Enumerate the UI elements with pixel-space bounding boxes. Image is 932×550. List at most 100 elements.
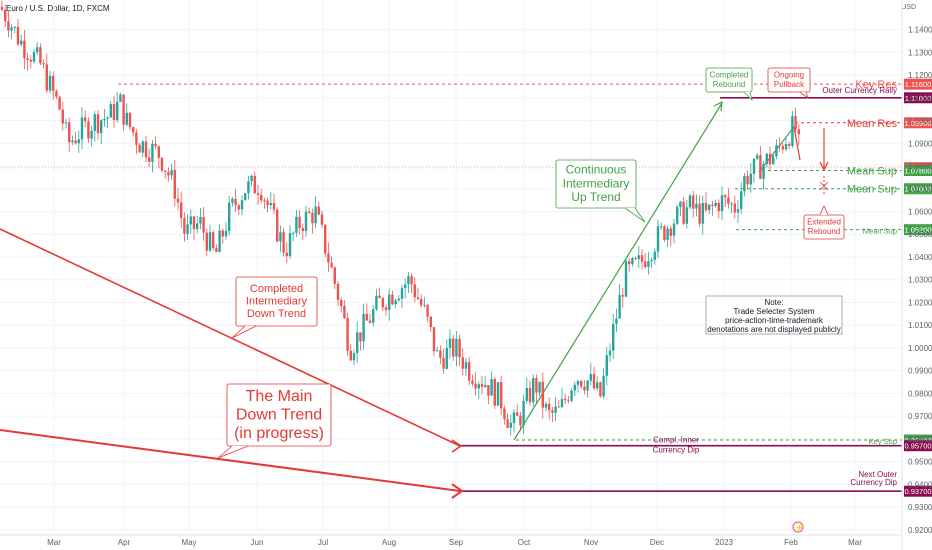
candle-body	[45, 64, 48, 91]
y-tick-label: 1.08000	[908, 162, 932, 171]
candles-layer	[0, 0, 800, 436]
candle-body	[151, 143, 154, 162]
candle-body	[359, 332, 362, 342]
y-tick-label: 1.01000	[908, 321, 932, 330]
main-down-trendline	[0, 429, 461, 492]
y-tick-label: 1.04000	[908, 253, 932, 262]
bolt-glyph-icon: ⚡	[795, 523, 804, 532]
x-tick-label: 2023	[715, 538, 733, 547]
level-label: Mean Sup	[847, 184, 897, 196]
candle-body	[660, 226, 663, 228]
candle-body	[234, 198, 237, 206]
price-tag-label: 0.93700	[904, 487, 931, 496]
candle-body	[288, 233, 292, 257]
candle-body	[618, 295, 621, 319]
price-tag-label: 1.05200	[904, 226, 931, 235]
callout-box	[235, 276, 318, 327]
candle-body	[775, 145, 778, 157]
candle-body	[52, 75, 55, 91]
candle-body	[279, 232, 282, 242]
candle-body	[522, 400, 525, 426]
callout-text: Completed	[710, 71, 749, 80]
candle-body	[80, 117, 84, 140]
candle-body	[519, 415, 522, 426]
candle-body	[196, 223, 199, 230]
price-tag-label: 1.11600	[905, 80, 932, 89]
candle-body	[714, 202, 717, 207]
callout-text: Pullback	[774, 80, 805, 89]
level-label: Mean Sup	[863, 227, 897, 236]
candle-body	[138, 144, 141, 153]
level-label: Next Outer	[858, 470, 897, 479]
candle-body	[298, 216, 301, 229]
candle-body	[413, 284, 416, 298]
candle-body	[77, 139, 80, 144]
callout-text: (in progress)	[234, 425, 324, 442]
candle-body	[506, 419, 509, 428]
candle-body	[167, 171, 170, 176]
level-label: Key Sup	[869, 437, 897, 446]
price-tag	[904, 78, 932, 90]
y-tick-label: 1.05000	[908, 230, 932, 239]
price-tag	[904, 434, 932, 446]
candle-body	[122, 94, 125, 125]
candle-body	[10, 27, 13, 31]
candle-body	[208, 232, 212, 251]
candle-body	[231, 198, 234, 203]
candle-body	[173, 169, 176, 199]
candle-body	[663, 226, 666, 240]
candle-body	[612, 324, 615, 351]
candle-body	[791, 116, 794, 146]
x-tick-label: Jun	[251, 538, 264, 547]
y-tick-label: 1.02000	[908, 298, 932, 307]
candle-body	[36, 47, 39, 53]
candle-body	[477, 384, 480, 389]
y-tick-label: 1.09000	[908, 139, 932, 148]
candle-body	[410, 276, 413, 285]
candle-body	[516, 412, 519, 416]
candle-body	[564, 398, 567, 400]
candle-body	[324, 224, 327, 254]
candle-body	[100, 120, 103, 134]
level-label: Key Res	[855, 79, 897, 91]
candle-body	[42, 63, 45, 65]
candle-body	[29, 59, 32, 62]
candle-body	[480, 384, 484, 387]
candle-body	[752, 158, 756, 174]
candle-body	[13, 26, 16, 28]
candle-body	[644, 261, 647, 267]
pullback-line	[793, 126, 801, 161]
candle-body	[125, 112, 128, 125]
candle-body	[93, 114, 96, 131]
price-axis: 1.14000 1.13000 1.12000 1.11000 1.10000 1.090…	[901, 0, 932, 550]
candle-body	[68, 122, 71, 143]
candle-body	[180, 202, 183, 219]
price-tag-label: 1.09900	[904, 119, 931, 128]
level-label: Outer Currency Rally	[822, 86, 897, 95]
candle-body	[397, 298, 400, 301]
x-tick-label: Jul	[318, 538, 328, 547]
candle-body	[781, 146, 784, 150]
candle-body	[205, 232, 208, 251]
candle-body	[788, 143, 791, 146]
candle-body	[704, 202, 708, 211]
level-label: Currency Dip	[653, 446, 700, 455]
candle-body	[221, 230, 224, 237]
candle-body	[653, 251, 656, 260]
price-tag-label: 1.11000	[905, 94, 932, 103]
candle-body	[384, 307, 388, 310]
candle-body	[730, 203, 733, 205]
candle-body	[746, 175, 749, 185]
candle-body	[4, 9, 7, 22]
callout-pointer	[819, 205, 829, 216]
arrow-head	[713, 100, 723, 112]
arrow-head	[451, 439, 463, 453]
candle-body	[192, 216, 196, 230]
